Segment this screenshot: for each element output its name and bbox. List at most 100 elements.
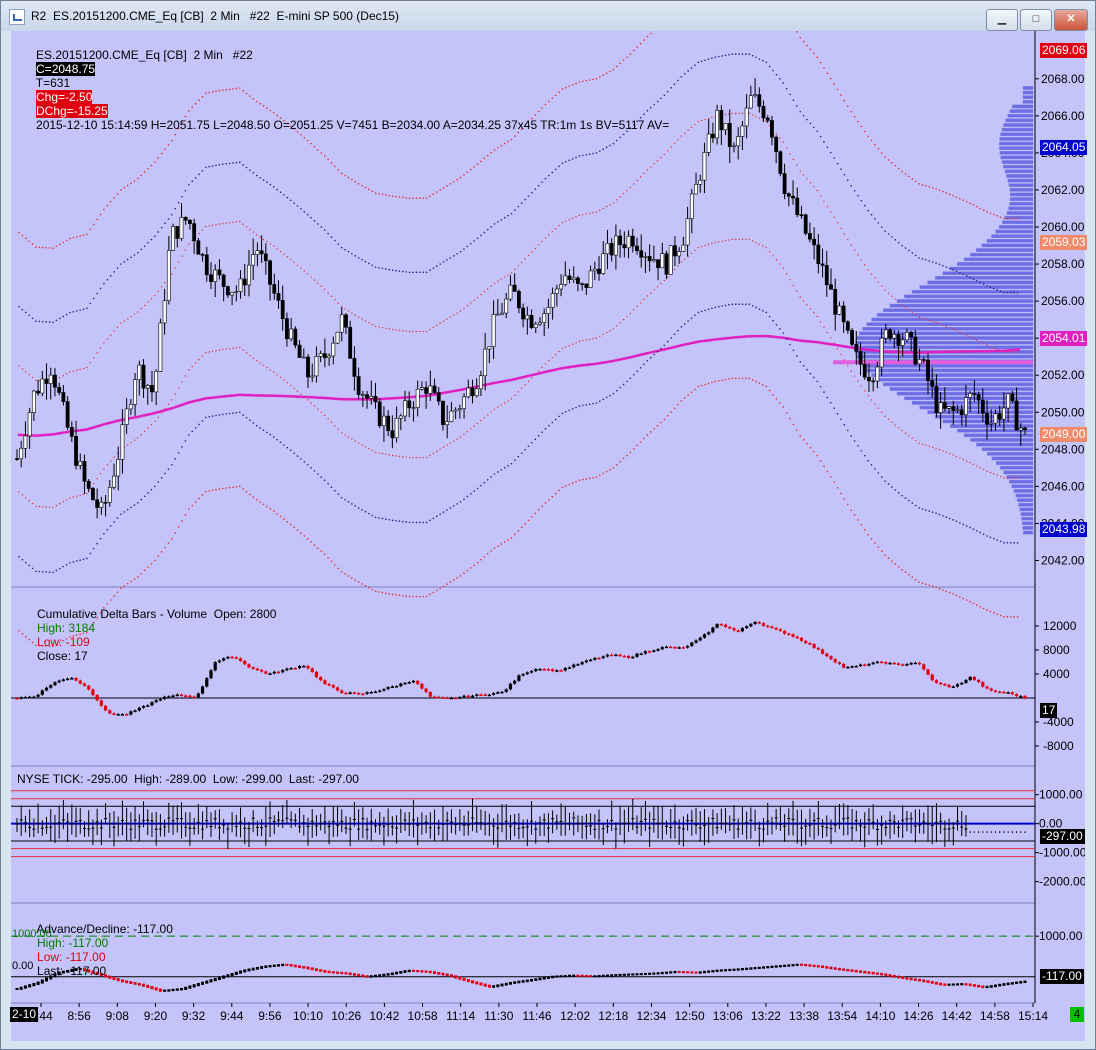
close-button[interactable]: ✕ [1054,9,1088,31]
lower-band-dot [687,320,689,322]
lower-band-dot [908,499,910,502]
upper-band-dot [503,216,506,219]
vwap-dot [983,349,987,353]
upper-band-dot [456,252,458,255]
vwap-dot [168,407,172,411]
delta-bar [44,687,49,691]
lower-band-outer-dot [286,520,289,523]
lower-mid-band-dot [619,322,621,324]
upper-band-outer-dot [1016,217,1019,220]
lower-band-outer-dot [89,626,92,629]
minimize-button[interactable]: ▁ [986,9,1018,31]
upper-band-outer-dot [914,180,917,183]
vwap-dot [187,401,191,404]
upper-band-dot [442,261,445,263]
upper-mid-band-dot [925,318,927,320]
upper-band-dot [602,148,605,150]
delta-bar [546,669,551,671]
lower-band-dot [561,412,564,415]
lower-band-outer-dot [792,423,795,426]
upper-band-dot [398,270,401,272]
vwap-dot [111,420,114,424]
ad-bar [74,968,78,971]
upper-band-outer-dot [612,68,615,71]
upper-mid-band-dot [690,126,693,129]
price-tick-label: 2050.00 [1041,405,1085,419]
lower-mid-band-dot [470,428,472,430]
upper-band-outer-dot [72,236,75,239]
delta-bar [28,696,32,699]
lower-mid-band-dot [181,381,183,383]
time-tick-label: 14:58 [980,1009,1010,1023]
upper-band-dot [446,259,448,261]
lower-band-outer-dot [965,599,968,601]
lower-mid-band-dot [140,434,142,436]
lower-mid-band-dot [82,493,85,496]
vwap-dot [992,349,995,353]
lower-band-outer-dot [41,645,44,647]
ad-bar [880,972,884,976]
delta-bar [146,705,150,707]
upper-band-dot [867,209,869,212]
lower-mid-band-dot [354,440,356,442]
ad-bar [264,965,268,969]
upper-mid-band-dot [534,247,536,250]
vwap-dot [45,433,48,437]
vwap-dot [323,396,327,400]
upper-band-dot [500,218,503,221]
vwap-dot [491,381,494,385]
upper-mid-band-dot [796,164,798,166]
candle-body [786,193,791,197]
lower-mid-band-dot [877,407,880,409]
vwap-dot [459,388,462,392]
volume-profile-bar [1008,206,1034,211]
upper-mid-band-dot [972,337,975,340]
upper-band-outer-dot [245,92,248,95]
vwap-dot [601,361,605,365]
upper-band-dot [371,264,374,267]
delta-bar [306,665,310,669]
lower-mid-band-dot [160,412,163,414]
vwap-dot [531,373,535,377]
delta-bar [133,710,137,712]
upper-band-outer-dot [510,138,513,141]
lower-band-dot [891,486,893,488]
lower-mid-band-dot [748,238,750,241]
volume-profile-bar [1017,498,1034,502]
chart-area[interactable]: 2042.002044.002046.002048.002050.002052.… [10,0,1088,1041]
lower-band-dot [21,558,24,561]
upper-band-dot [283,194,285,196]
upper-band-outer-dot [850,110,852,113]
maximize-button[interactable]: □ [1020,9,1052,31]
lower-band-outer-dot [218,488,221,490]
lower-mid-band-dot [534,373,536,376]
delta-bar [728,626,732,629]
ad-axis-label: 1000.00 [1039,929,1083,943]
lower-band-dot [1016,542,1019,544]
lower-band-dot [880,476,883,478]
upper-band-dot [833,157,835,159]
candle-body [1002,407,1006,420]
ad-bar [298,965,302,968]
lower-band-dot [493,473,496,475]
lower-band-dot [575,406,577,409]
lower-band-outer-dot [82,632,85,635]
ad-bar [690,971,694,974]
upper-band-outer-dot [982,209,985,211]
lower-mid-band-dot [605,331,608,334]
lower-band-outer-dot [632,448,635,450]
lower-mid-band-dot [69,497,71,499]
ad-last: Last: -117.00 [37,964,107,978]
lower-band-outer-dot [28,638,30,641]
chart-svg[interactable]: 2042.002044.002046.002048.002050.002052.… [11,0,1087,1041]
lower-mid-band-dot [660,282,662,285]
candle-body [188,219,192,224]
lower-band-outer-dot [395,594,397,596]
lower-band-dot [537,434,540,437]
candle-body [65,401,70,428]
lower-mid-band-dot [969,461,971,464]
vwap-dot [316,396,320,400]
delta-bar [618,654,622,657]
title-bar[interactable]: R2 ES.20151200.CME_Eq [CB] 2 Min #22 E-m… [1,1,1095,31]
lower-band-outer-dot [116,591,119,593]
